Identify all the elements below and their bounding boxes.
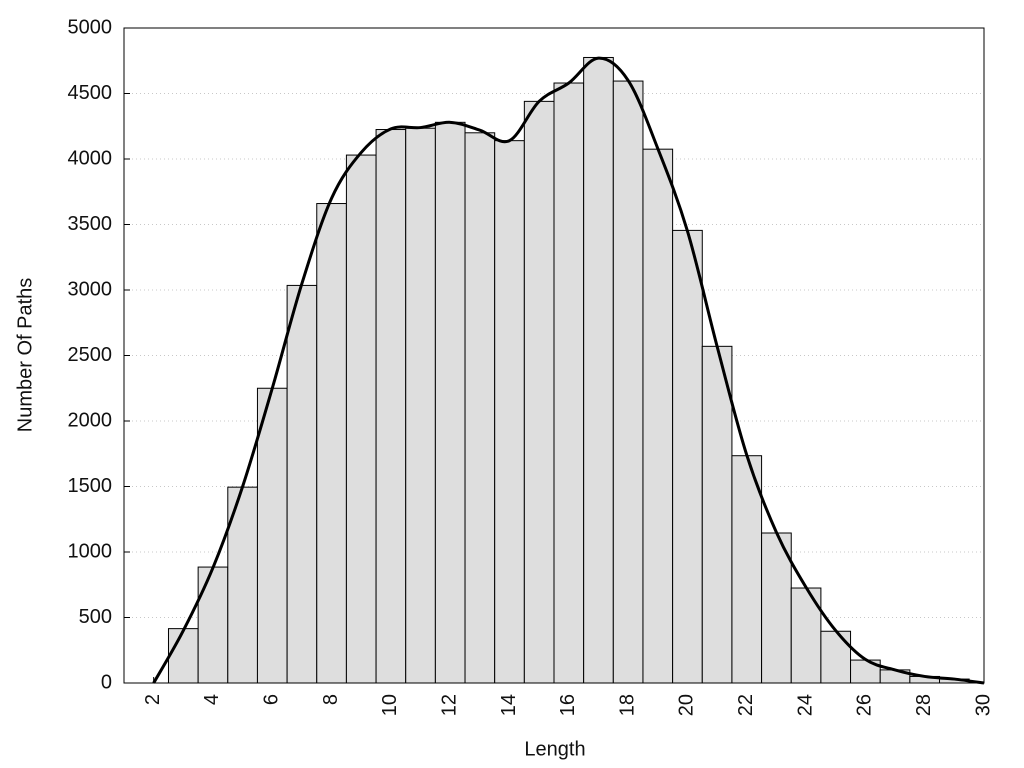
bar [197,566,229,684]
bar [256,387,288,684]
y-tick-label: 0 [101,671,112,693]
bar [731,455,763,684]
x-tick-label: 18 [616,694,638,716]
bar [167,628,199,684]
y-tick-label: 3500 [68,213,113,235]
bar [820,630,852,684]
x-tick-label: 12 [438,694,460,716]
y-tick-label: 2000 [68,409,113,431]
density-curve [152,56,985,685]
x-tick-label: 14 [498,694,520,716]
bar [405,127,436,684]
y-tick-label: 5000 [68,16,113,38]
y-tick-label: 1000 [68,540,113,562]
y-tick-label: 1500 [68,475,113,497]
plot-frame [123,27,985,684]
x-tick-label: 22 [735,694,757,716]
x-tick-label: 4 [201,694,223,705]
x-tick-label: 8 [320,694,342,705]
bar [553,82,585,684]
y-tick-label: 4000 [68,147,113,169]
bar [701,345,733,684]
bar [316,203,347,684]
x-tick-label: 2 [142,694,164,705]
x-tick-label: 6 [261,694,283,705]
bar [464,132,496,684]
x-tick-label: 10 [379,694,401,716]
x-axis-label: Length [524,738,585,760]
y-tick-label: 3000 [68,278,113,300]
y-tick-label: 500 [79,606,112,628]
y-tick-label: 4500 [68,82,113,104]
bar [523,100,555,684]
y-axis-label: Number Of Paths [14,278,36,433]
x-tick-label: 20 [676,694,698,716]
y-tick-label: 2500 [68,344,113,366]
bar [642,148,674,684]
x-tick-label: 16 [557,694,579,716]
x-tick-label: 26 [854,694,876,716]
x-tick-label: 28 [913,694,935,716]
x-tick-label: 24 [794,694,816,716]
bar [434,121,466,684]
bar [375,129,407,684]
bar [672,229,703,684]
bar [494,140,525,684]
bar [345,154,377,684]
bar [612,80,644,684]
x-tick-label: 30 [972,694,994,716]
bar [286,284,318,684]
bar [583,56,614,684]
